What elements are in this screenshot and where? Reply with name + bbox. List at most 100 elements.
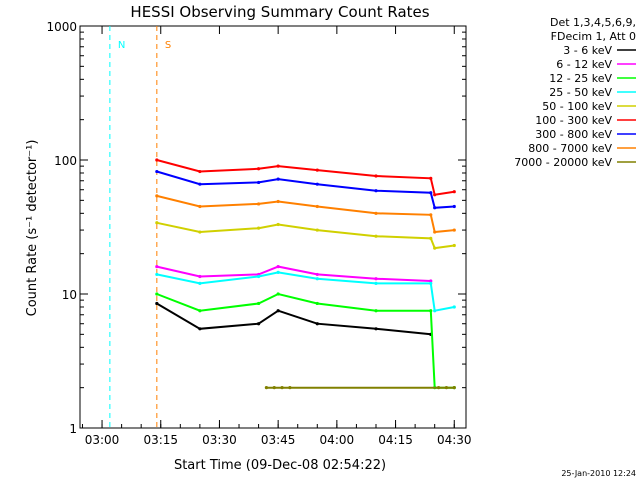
series-line: [156, 302, 431, 336]
data-point: [198, 327, 202, 331]
data-point: [276, 270, 280, 274]
series-line: [156, 221, 455, 250]
y-tick-label: 100: [54, 154, 77, 168]
legend-label: 100 - 300 keV: [535, 114, 612, 127]
data-point: [444, 386, 449, 390]
legend-header-1: Det 1,3,4,5,6,9,: [550, 16, 636, 29]
data-point: [429, 191, 433, 195]
data-point: [433, 246, 437, 250]
data-point: [276, 265, 280, 269]
y-axis-label: Count Rate (s⁻¹ detector⁻¹): [25, 140, 40, 317]
data-point: [315, 272, 319, 277]
data-point: [429, 281, 433, 285]
data-point: [433, 193, 437, 197]
data-point: [429, 309, 433, 313]
data-point: [452, 190, 456, 194]
series-line: [156, 265, 431, 282]
data-point: [429, 279, 433, 283]
data-point: [315, 301, 319, 306]
data-point: [276, 222, 280, 227]
data-point: [256, 301, 261, 306]
x-tick-label: 04:30: [437, 433, 472, 447]
x-tick-label: 04:15: [378, 433, 413, 447]
data-point: [198, 169, 202, 174]
data-point: [155, 292, 159, 296]
data-point: [155, 272, 159, 277]
data-point: [452, 204, 456, 209]
data-point: [276, 309, 280, 313]
data-point: [315, 228, 319, 232]
data-point: [374, 327, 378, 331]
data-point: [198, 204, 202, 209]
data-point: [155, 158, 159, 162]
data-point: [429, 176, 433, 180]
plot-area: 03:00 03:15 03:30 03:45 04:00 04:15 04:30 1 10 10…: [46, 20, 471, 447]
data-point: [155, 221, 159, 225]
data-point: [452, 228, 456, 232]
annotation-label: N: [118, 40, 125, 51]
data-point: [315, 182, 319, 186]
x-tick-label: 03:00: [85, 433, 120, 447]
data-point: [433, 309, 437, 313]
data-point: [198, 182, 202, 186]
data-point: [433, 206, 437, 210]
data-point: [437, 386, 441, 390]
series-line: [156, 194, 455, 234]
x-tick-label: 03:30: [202, 433, 237, 447]
legend-label: 25 - 50 keV: [549, 86, 612, 99]
data-point: [256, 180, 261, 185]
data-point: [374, 189, 378, 193]
data-point: [374, 174, 378, 178]
legend: Det 1,3,4,5,6,9, FDecim 1, Att 0 3 - 6 k…: [514, 16, 636, 169]
series-line: [156, 271, 455, 312]
data-point: [276, 164, 280, 168]
series-line: [156, 292, 455, 389]
series-line: [156, 159, 455, 196]
x-tick-label: 03:45: [261, 433, 296, 447]
y-tick-label: 1000: [46, 20, 77, 34]
data-point: [452, 386, 456, 390]
data-point: [315, 204, 319, 209]
data-point: [374, 211, 378, 215]
data-point: [280, 386, 284, 390]
data-point: [374, 281, 378, 285]
chart-title: HESSI Observing Summary Count Rates: [130, 3, 429, 21]
data-point: [256, 202, 261, 206]
data-point: [374, 234, 378, 238]
data-point: [155, 301, 159, 306]
data-point: [198, 281, 202, 285]
y-tick-label: 10: [62, 288, 77, 302]
legend-label: 12 - 25 keV: [549, 72, 612, 85]
data-point: [288, 386, 292, 390]
data-point: [256, 274, 261, 279]
data-point: [276, 292, 280, 296]
data-point: [155, 265, 159, 269]
data-point: [198, 309, 202, 313]
data-point: [315, 322, 319, 326]
data-point: [155, 194, 159, 198]
data-point: [198, 274, 202, 279]
legend-label: 6 - 12 keV: [556, 58, 612, 71]
data-point: [276, 177, 280, 181]
data-point: [452, 243, 456, 248]
x-axis-label: Start Time (09-Dec-08 02:54:22): [174, 458, 386, 473]
legend-label: 800 - 7000 keV: [528, 142, 612, 155]
data-point: [264, 386, 269, 390]
data-point: [374, 277, 378, 281]
y-tick-label: 1: [69, 422, 77, 436]
data-point: [256, 322, 261, 326]
data-point: [429, 236, 433, 240]
x-tick-label: 04:00: [320, 433, 355, 447]
data-point: [452, 305, 456, 309]
x-tick-label: 03:15: [143, 433, 178, 447]
data-point: [433, 230, 437, 234]
data-point: [276, 199, 280, 204]
footer-date: 25-Jan-2010 12:24: [561, 469, 636, 478]
data-point: [256, 226, 261, 230]
data-point: [272, 386, 276, 390]
legend-header-2: FDecim 1, Att 0: [551, 30, 636, 43]
legend-label: 300 - 800 keV: [535, 128, 612, 141]
data-point: [155, 169, 159, 174]
legend-label: 50 - 100 keV: [542, 100, 612, 113]
annotation-label: S: [165, 40, 171, 51]
